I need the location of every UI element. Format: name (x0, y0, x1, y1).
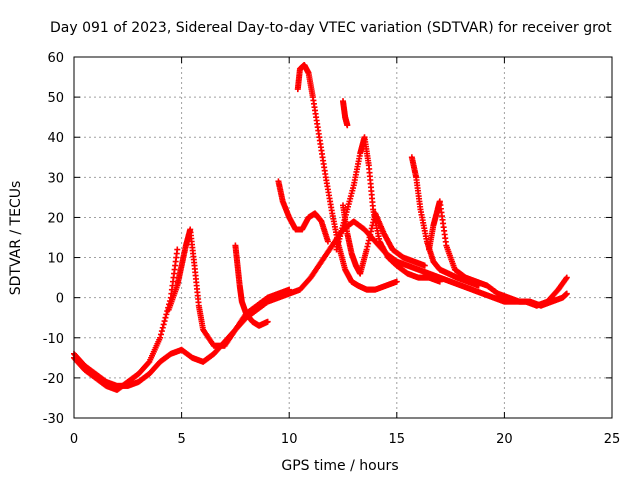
data-point (161, 318, 168, 325)
y-tick-label: 40 (47, 131, 64, 146)
series-track-e (275, 178, 331, 245)
data-point (163, 311, 170, 318)
grid-lines (74, 57, 612, 418)
y-tick-label: -20 (43, 372, 64, 387)
data-point (145, 359, 152, 366)
y-tick-label: 20 (47, 211, 64, 226)
series-track-h (340, 202, 428, 277)
data-point (563, 290, 570, 297)
data-point (157, 331, 164, 338)
data-point (264, 318, 271, 325)
x-tick-label: 10 (281, 432, 298, 447)
data-point (286, 286, 293, 293)
series-track-i (408, 154, 482, 289)
series-track-d (232, 242, 271, 329)
data-point (393, 278, 400, 285)
data-point (324, 238, 331, 245)
y-tick-label: -30 (43, 412, 64, 427)
series-track-g (333, 134, 443, 285)
data-points (71, 62, 570, 393)
x-axis: 0 5 10 15 20 25 (70, 57, 620, 447)
x-axis-label: GPS time / hours (281, 458, 398, 474)
x-tick-label: 0 (70, 432, 78, 447)
data-point (159, 324, 166, 331)
y-tick-label: 0 (56, 292, 64, 307)
data-point (436, 278, 443, 285)
data-point (344, 122, 351, 129)
y-tick-label: 50 (47, 91, 64, 106)
data-point (162, 314, 169, 321)
data-point (158, 328, 165, 335)
data-point (174, 246, 181, 253)
series-track-k (340, 98, 351, 129)
y-axis: -30 -20 -10 0 10 20 30 40 50 60 (43, 51, 612, 427)
y-tick-label: 10 (47, 252, 64, 267)
x-tick-label: 5 (177, 432, 185, 447)
x-tick-label: 25 (604, 432, 621, 447)
y-tick-label: 60 (47, 51, 64, 66)
x-tick-label: 20 (496, 432, 513, 447)
chart-title: Day 091 of 2023, Sidereal Day-to-day VTE… (50, 20, 612, 36)
series-track-b (71, 246, 181, 393)
series-track-j (426, 198, 570, 309)
y-tick-label: 30 (47, 171, 64, 186)
data-point (157, 334, 164, 341)
series-track-c (165, 226, 293, 349)
x-tick-label: 15 (389, 432, 406, 447)
data-point (421, 262, 428, 269)
data-point (160, 321, 167, 328)
data-point (563, 274, 570, 281)
plot-frame (73, 56, 613, 419)
y-axis-label: SDTVAR / TECUs (8, 181, 24, 296)
y-tick-label: -10 (43, 332, 64, 347)
